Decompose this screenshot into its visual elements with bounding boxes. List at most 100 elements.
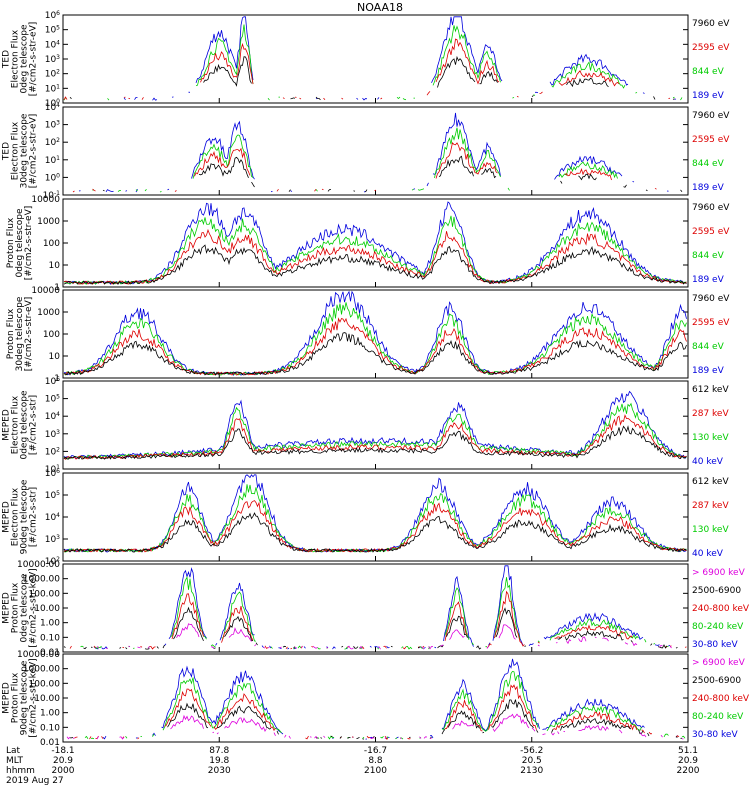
- footer-lat-value: -56.2: [520, 746, 543, 756]
- legend-item: 2500-6900: [692, 586, 741, 596]
- ytick-exponent: -1: [54, 190, 60, 197]
- trace-000000: [63, 244, 687, 285]
- footer-lat-value: -16.7: [364, 746, 387, 756]
- ylabel-line: 0deg telescope: [15, 208, 25, 278]
- legend-item: 612 keV: [692, 385, 729, 395]
- footer-mlt-value: 8.8: [368, 756, 383, 766]
- ylabel-line: TED: [2, 142, 12, 161]
- ytick-label: 1000.00: [23, 575, 60, 585]
- legend-item: 40 keV: [692, 457, 724, 467]
- footer-date: 2019 Aug 27: [6, 776, 64, 786]
- ytick-label: 101: [45, 155, 60, 166]
- legend-item: 189 eV: [692, 183, 725, 193]
- ytick-label: 10: [49, 352, 61, 362]
- ylabel-line: MEPED: [2, 501, 12, 533]
- ytick-exponent: 1: [56, 155, 60, 162]
- legend-item: 2595 eV: [692, 43, 730, 53]
- trace-dd00dd: [67, 714, 687, 739]
- legend-item: 844 eV: [692, 342, 725, 352]
- ytick-exponent: 4: [56, 411, 60, 418]
- ytick-label: 1: [54, 283, 60, 293]
- ytick-exponent: 4: [56, 512, 60, 519]
- ytick-label: 0.01: [40, 738, 60, 748]
- legend-item: 612 keV: [692, 477, 729, 487]
- ylabel-line: [#/cm2-s-str]: [29, 487, 39, 547]
- ytick-label: 102: [45, 446, 60, 457]
- footer-hhmm-label: hhmm: [6, 766, 35, 776]
- ytick-label: 10.00: [34, 694, 60, 704]
- ylabel-line: 30deg telescope: [15, 296, 25, 371]
- ytick-label: 10000: [31, 195, 60, 205]
- ytick-exponent: 4: [56, 102, 60, 109]
- ytick-label: 10000.00: [17, 650, 60, 660]
- panel-frame: [62, 563, 689, 653]
- panel-6: 10000.00 1000.00 100.00 10.00 1.00 0.10 0.01 ME…: [2, 560, 750, 658]
- ytick-exponent: 2: [56, 137, 60, 144]
- ylabel-line: 90deg telescope: [20, 660, 30, 735]
- ylabel-line: Electron Flux: [11, 121, 21, 180]
- ytick-label: 0.01: [40, 648, 60, 658]
- ylabel-line: 0deg telescope: [20, 390, 30, 460]
- footer-lat-value: 87.8: [209, 746, 229, 756]
- panel-5: 106 105 104 103 102 MEPED Electron Flux 90deg t…: [2, 468, 730, 567]
- ylabel-line: MEPED: [2, 409, 12, 441]
- trace-dd0000: [69, 590, 687, 650]
- footer-hhmm-value: 2130: [520, 766, 543, 776]
- legend-item: 2595 eV: [692, 318, 730, 328]
- footer-hhmm-value: 2030: [208, 766, 231, 776]
- ytick-label: 1000: [37, 217, 60, 227]
- chart-title: NOAA18: [357, 1, 403, 14]
- legend-item: 40 keV: [692, 549, 724, 559]
- ytick-label: 103: [45, 54, 60, 65]
- trace-0000dd: [94, 566, 685, 649]
- legend-item: 80-240 keV: [692, 622, 744, 632]
- trace-00cc00: [64, 484, 687, 553]
- ytick-label: 1000.00: [23, 665, 60, 675]
- trace-dd0000: [63, 228, 687, 285]
- ytick-exponent: 2: [56, 69, 60, 76]
- trace-dd0000: [63, 317, 687, 376]
- ytick-exponent: 5: [56, 490, 60, 497]
- legend-item: 189 eV: [692, 275, 725, 285]
- ytick-exponent: 2: [56, 446, 60, 453]
- footer-hhmm-value: 2000: [52, 766, 75, 776]
- trace-000000: [63, 425, 687, 460]
- panel-4: 106 105 104 103 102 101 MEPED Electron Flux 0deg…: [2, 376, 730, 475]
- ytick-label: 102: [45, 69, 60, 80]
- ytick-exponent: 2: [56, 556, 60, 563]
- legend-item: 287 keV: [692, 409, 729, 419]
- footer-mlt-value: 19.8: [209, 756, 229, 766]
- ylabel-line: 0deg telescope: [20, 24, 30, 94]
- ylabel-line: 0deg telescope: [20, 573, 30, 643]
- legend-item: 844 eV: [692, 67, 725, 77]
- ylabel-line: MEPED: [2, 592, 12, 624]
- ytick-label: 10.00: [34, 604, 60, 614]
- ytick-label: 10000: [31, 286, 60, 296]
- legend-item: 80-240 keV: [692, 712, 744, 722]
- ylabel-line: TED: [2, 50, 12, 69]
- ylabel-line: Proton Flux: [11, 672, 21, 723]
- ytick-label: 104: [45, 512, 60, 523]
- trace-00cc00: [63, 24, 683, 101]
- ytick-label: 105: [45, 25, 60, 36]
- legend-item: 30-80 keV: [692, 730, 738, 740]
- footer-hhmm-value: 2100: [364, 766, 387, 776]
- ytick-label: 105: [45, 490, 60, 501]
- ytick-label: 103: [45, 534, 60, 545]
- ytick-label: 1: [54, 374, 60, 384]
- ytick-label: 104: [45, 39, 60, 50]
- ytick-label: 1.00: [40, 619, 60, 629]
- ylabel-line: [#/cm2-s-str-eV]: [29, 114, 39, 189]
- trace-000000: [64, 608, 684, 649]
- legend-item: 844 eV: [692, 159, 725, 169]
- panel-2: 10000 1000 100 10 1 Proton Flux 0deg telescope…: [6, 195, 730, 293]
- ytick-label: 100: [43, 330, 60, 340]
- trace-dd0000: [64, 39, 679, 100]
- ylabel-line: [#/cm2-s-str-eV]: [29, 22, 39, 97]
- ylabel-line: [#/cm2-s-str-eV]: [24, 297, 34, 372]
- ytick-label: 10-1: [43, 190, 61, 201]
- ytick-exponent: 5: [56, 394, 60, 401]
- ytick-label: 10000.00: [17, 560, 60, 570]
